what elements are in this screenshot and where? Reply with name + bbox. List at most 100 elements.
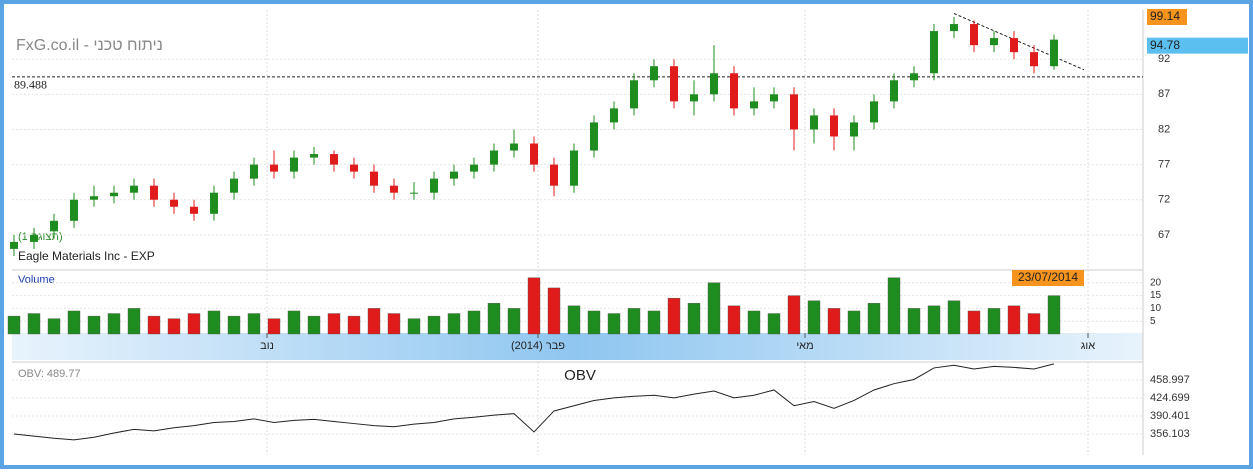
candle-body [750,101,758,109]
candle-body [50,220,58,232]
volume-bar [447,313,461,335]
volume-bar [347,315,361,335]
candle-body [630,80,638,109]
y-tick-label: 5 [1150,316,1156,327]
volume-bar [867,303,881,335]
volume-bar [827,308,841,335]
volume-bar [247,313,261,335]
volume-bar [727,305,741,335]
candle-body [850,122,858,137]
high-label: 99.14 [1150,9,1180,23]
obv-last: OBV: 489.77 [18,368,81,380]
candle-body [310,154,318,158]
volume-bar [487,303,501,335]
candle-body [770,94,778,102]
obv-line [13,363,1055,441]
trendline [953,13,1085,71]
candle-body [830,115,838,137]
candle-body [470,164,478,172]
candle-body [490,150,498,165]
volume-bar [67,310,81,335]
candle-body [10,241,18,249]
candle-body [70,199,78,221]
y-tick-label: 390.401 [1150,410,1190,422]
volume-bar [27,313,41,335]
volume-bar [127,308,141,335]
view-label: (תצוגה 1) [18,231,63,243]
volume-bar [847,310,861,335]
candle-body [110,192,118,197]
candle-body [150,185,158,200]
volume-bar [387,313,401,335]
candle-body [350,164,358,172]
volume-bar [87,315,101,335]
candle-body [1010,38,1018,53]
candle-body [290,157,298,172]
candle-body [570,150,578,186]
x-tick-label: אוג [1081,340,1096,352]
x-tick-label: מאי [796,340,813,352]
candle-body [610,108,618,123]
candle-body [190,206,198,214]
candle-body [870,101,878,123]
x-tick-label: פבר (2014) [511,340,565,352]
candle-body [970,24,978,46]
volume-bar [987,308,1001,335]
candle-body [1050,39,1058,67]
y-tick-label: 10 [1150,303,1162,314]
candle-body [730,73,738,109]
volume-bar [587,310,601,335]
candle-body [810,115,818,130]
x-axis-strip [12,333,1143,360]
volume-bar [47,318,61,335]
volume-bar [287,310,301,335]
volume-bar [607,313,621,335]
y-tick-label: 15 [1150,290,1162,301]
volume-bar [527,277,541,335]
candle-body [710,73,718,95]
y-tick-label: 356.103 [1150,428,1190,440]
volume-bar [327,313,341,335]
volume-bar [687,303,701,335]
candle-body [170,199,178,207]
candle-body [430,178,438,193]
candle-body [450,171,458,179]
y-tick-label: 72 [1158,194,1170,206]
y-tick-label: 82 [1158,123,1170,135]
y-tick-label: 77 [1158,159,1170,171]
volume-title: Volume [18,274,55,286]
x-tick-label: נוב [260,340,274,352]
chart-title: FxG.co.il - ניתוח טכני [16,37,163,54]
canvas [4,4,1249,465]
candle-body [250,164,258,179]
date-label: 23/07/2014 [1018,270,1078,284]
level-label: 89.488 [14,78,47,92]
volume-bar [947,300,961,335]
last-label: 94.78 [1150,38,1180,52]
volume-bar [767,313,781,335]
last-label-box [1147,37,1248,54]
volume-bar [7,315,21,335]
candle-body [910,73,918,81]
y-tick-label: 92 [1158,53,1170,65]
volume-bar [267,318,281,335]
candle-body [950,24,958,32]
volume-bar [787,295,801,335]
volume-bar [1047,295,1061,335]
candle-body [210,192,218,214]
date-box [1012,270,1084,286]
volume-bar [887,277,901,335]
candle-body [690,94,698,102]
volume-bar [227,315,241,335]
volume-bar [367,308,381,335]
volume-bar [467,310,481,335]
volume-bar [927,305,941,335]
volume-bar [1007,305,1021,335]
volume-bar [147,315,161,335]
volume-bar [207,310,221,335]
candle-body [930,31,938,74]
candle-body [90,196,98,200]
y-tick-label: 67 [1158,229,1170,241]
candle-body [510,143,518,151]
